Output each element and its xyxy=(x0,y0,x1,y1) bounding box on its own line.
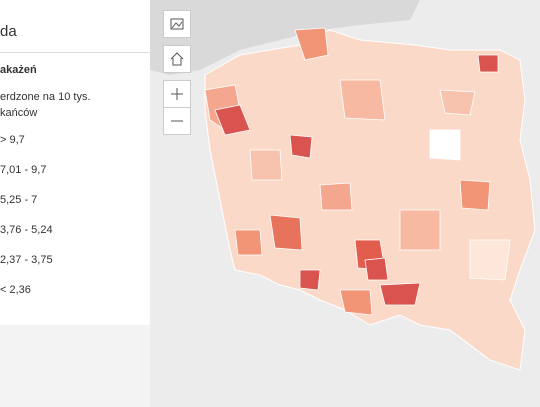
home-button[interactable] xyxy=(163,45,191,73)
poland xyxy=(204,29,536,371)
divider xyxy=(0,52,150,53)
legend-item: 3,76 - 5,24 xyxy=(0,224,53,236)
description: erdzone na 10 tys. xyxy=(0,91,91,103)
basemap-button[interactable] xyxy=(163,10,191,38)
description: kańców xyxy=(0,107,38,119)
legend-title: da xyxy=(0,23,17,40)
icon xyxy=(171,88,183,100)
panel-footer xyxy=(0,325,150,407)
zoom-out[interactable] xyxy=(163,107,191,135)
legend-item: 5,25 - 7 xyxy=(0,194,38,206)
sea xyxy=(150,0,420,75)
legend-item: 7,01 - 9,7 xyxy=(0,164,47,176)
icon xyxy=(170,52,184,66)
counties xyxy=(204,27,511,316)
legend-item: < 2,36 xyxy=(0,284,31,296)
legend-item: 2,37 - 3,75 xyxy=(0,254,53,266)
zoom-in[interactable] xyxy=(163,80,191,108)
legend-panel: da akażeń erdzone na 10 tys. kańców > 9,… xyxy=(0,0,150,325)
icon xyxy=(171,120,183,122)
icon xyxy=(170,18,184,30)
legend-item: > 9,7 xyxy=(0,134,25,146)
layer-name: akażeń xyxy=(0,64,37,76)
